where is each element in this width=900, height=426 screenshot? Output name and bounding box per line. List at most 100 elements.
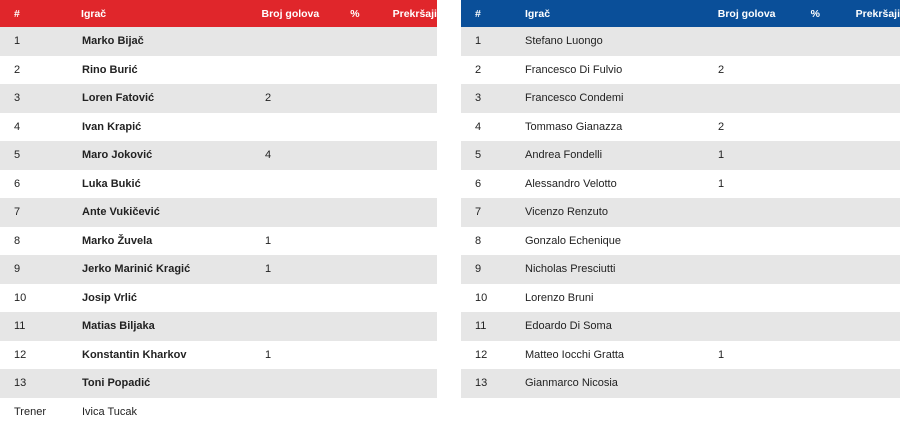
player-number: 2 — [14, 63, 21, 76]
table-row: 10 Lorenzo Bruni — [461, 283, 900, 312]
table-row: 4 Ivan Krapić — [0, 112, 437, 141]
player-number: 8 — [475, 234, 482, 247]
player-name: Luka Bukić — [82, 177, 141, 190]
player-goals: 1 — [718, 177, 725, 190]
player-number: 6 — [14, 177, 21, 190]
player-goals: 4 — [265, 149, 272, 162]
table-row: 1 Stefano Luongo — [461, 27, 900, 56]
player-goals: 2 — [718, 120, 725, 133]
home-coach-row: Trener Ivica Tucak — [0, 398, 437, 426]
player-number: 4 — [475, 120, 482, 133]
player-name: Ante Vukičević — [82, 206, 160, 219]
player-name: Tommaso Gianazza — [525, 120, 623, 133]
home-table-header: # Igrač Broj golova % Prekršaji — [0, 0, 437, 27]
player-name: Alessandro Velotto — [525, 177, 617, 190]
header-number: # — [14, 7, 20, 20]
player-name: Gonzalo Echenique — [525, 234, 622, 247]
player-name: Nicholas Presciutti — [525, 263, 616, 276]
player-name: Ivan Krapić — [82, 120, 142, 133]
table-row: 7 Vicenzo Renzuto — [461, 198, 900, 227]
player-number: 10 — [14, 291, 27, 304]
table-row: 3 Loren Fatović 2 — [0, 84, 437, 113]
table-row: 6 Luka Bukić — [0, 169, 437, 198]
player-name: Rino Burić — [82, 63, 138, 76]
table-row: 13 Toni Popadić — [0, 369, 437, 398]
table-row: 13 Gianmarco Nicosia — [461, 369, 900, 398]
player-number: 9 — [475, 263, 482, 276]
table-row: 11 Matias Biljaka — [0, 312, 437, 341]
table-row: 8 Gonzalo Echenique — [461, 226, 900, 255]
header-goals: Broj golova — [717, 7, 776, 20]
player-goals: 2 — [265, 92, 272, 105]
player-name: Maro Joković — [82, 149, 153, 162]
player-goals: 2 — [718, 63, 725, 76]
player-number: 8 — [14, 234, 21, 247]
table-row: 5 Andrea Fondelli 1 — [461, 141, 900, 170]
player-goals: 1 — [265, 263, 272, 276]
player-name: Vicenzo Renzuto — [525, 206, 608, 219]
coach-name: Ivica Tucak — [82, 405, 138, 418]
coach-label: Trener — [14, 405, 46, 418]
player-number: 12 — [14, 348, 27, 361]
table-row: 10 Josip Vrlić — [0, 283, 437, 312]
player-name: Edoardo Di Soma — [525, 320, 612, 333]
player-number: 1 — [475, 35, 482, 48]
player-name: Francesco Di Fulvio — [525, 63, 623, 76]
player-name: Marko Žuvela — [82, 234, 153, 247]
player-number: 2 — [475, 63, 482, 76]
table-row: 2 Rino Burić — [0, 55, 437, 84]
player-name: Stefano Luongo — [525, 35, 603, 48]
player-goals: 1 — [718, 149, 725, 162]
table-row: 6 Alessandro Velotto 1 — [461, 169, 900, 198]
player-number: 13 — [14, 377, 27, 390]
away-table-header: # Igrač Broj golova % Prekršaji — [461, 0, 900, 27]
player-number: 4 — [14, 120, 21, 133]
player-number: 9 — [14, 263, 21, 276]
table-row: 2 Francesco Di Fulvio 2 — [461, 55, 900, 84]
player-number: 11 — [14, 320, 26, 333]
player-number: 10 — [475, 291, 488, 304]
player-goals: 1 — [718, 348, 725, 361]
header-player: Igrač — [524, 7, 551, 20]
table-row: 1 Marko Bijač — [0, 27, 437, 56]
player-number: 7 — [475, 206, 482, 219]
header-percent: % — [350, 7, 360, 20]
header-goals: Broj golova — [261, 7, 320, 20]
player-name: Andrea Fondelli — [525, 149, 603, 162]
player-number: 1 — [14, 35, 21, 48]
table-row: 12 Konstantin Kharkov 1 — [0, 340, 437, 369]
table-row: 9 Nicholas Presciutti — [461, 255, 900, 284]
player-name: Toni Popadić — [82, 377, 151, 390]
player-name: Francesco Condemi — [525, 92, 624, 105]
player-name: Matias Biljaka — [82, 320, 155, 333]
player-number: 5 — [14, 149, 21, 162]
table-row: 3 Francesco Condemi — [461, 84, 900, 113]
player-name: Jerko Marinić Kragić — [82, 263, 191, 276]
player-number: 3 — [475, 92, 482, 105]
player-number: 6 — [475, 177, 482, 190]
table-row: 4 Tommaso Gianazza 2 — [461, 112, 900, 141]
player-number: 12 — [475, 348, 488, 361]
table-row: 12 Matteo Iocchi Gratta 1 — [461, 340, 900, 369]
table-row: 9 Jerko Marinić Kragić 1 — [0, 255, 437, 284]
player-goals: 1 — [265, 234, 272, 247]
player-number: 13 — [475, 377, 488, 390]
player-name: Loren Fatović — [82, 92, 155, 105]
table-row: 7 Ante Vukičević — [0, 198, 437, 227]
header-player: Igrač — [81, 7, 107, 20]
header-percent: % — [810, 7, 821, 20]
player-number: 5 — [475, 149, 482, 162]
player-goals: 1 — [265, 348, 272, 361]
player-number: 7 — [14, 206, 21, 219]
player-number: 3 — [14, 92, 21, 105]
header-number: # — [475, 7, 481, 20]
away-team-table: # Igrač Broj golova % Prekršaji 1 Stefano… — [461, 0, 900, 398]
home-team-table: # Igrač Broj golova % Prekršaji 1 Marko B… — [0, 0, 437, 426]
player-number: 11 — [475, 320, 487, 333]
player-name: Matteo Iocchi Gratta — [525, 348, 625, 361]
table-row: 8 Marko Žuvela 1 — [0, 226, 437, 255]
header-fouls: Prekršaji — [855, 7, 900, 20]
player-name: Lorenzo Bruni — [525, 291, 594, 304]
table-row: 5 Maro Joković 4 — [0, 141, 437, 170]
player-name: Marko Bijač — [82, 35, 144, 48]
